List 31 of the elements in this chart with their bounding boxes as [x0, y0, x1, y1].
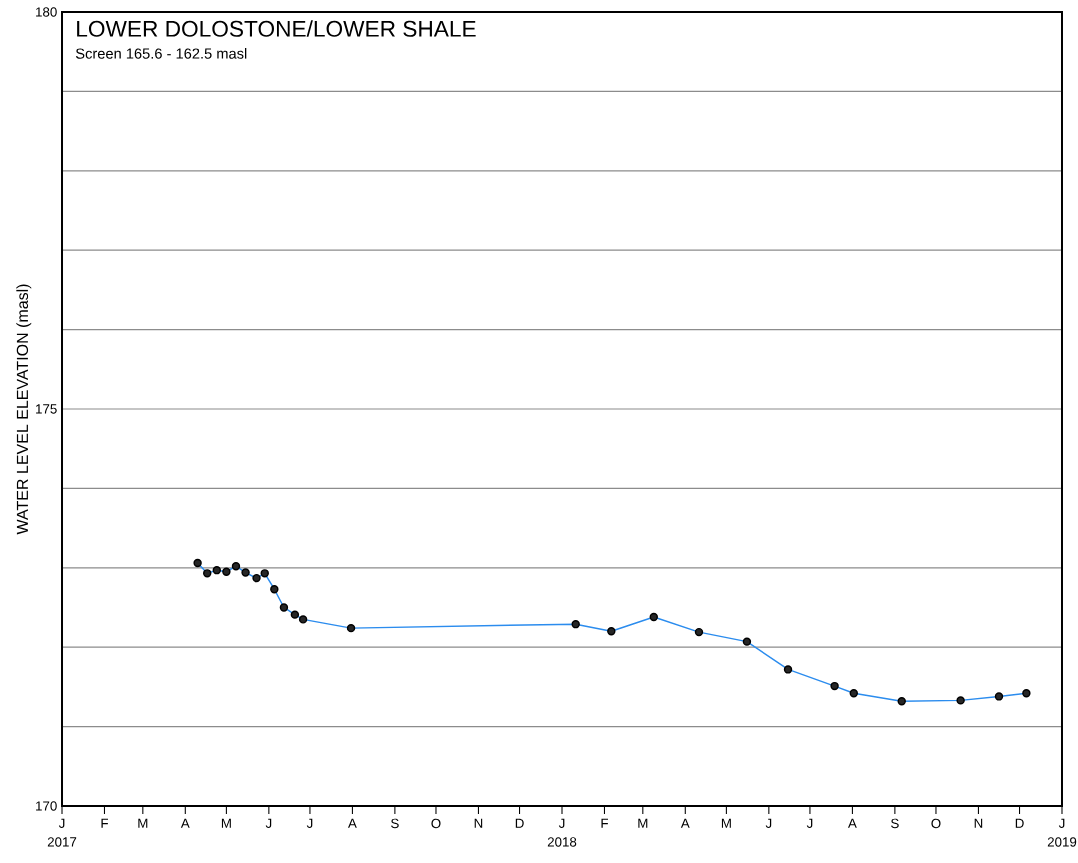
text: Screen 165.6 - 162.5 masl	[75, 47, 247, 59]
x-tick-label: F	[101, 818, 109, 828]
x-tick-label: D	[515, 818, 524, 828]
x-tick-label: A	[347, 818, 357, 828]
x-tick-label: A	[847, 818, 857, 828]
x-tick-label: S	[391, 818, 399, 829]
x-tick-label: F	[601, 818, 609, 828]
x-tick-label: J	[765, 818, 772, 828]
y-axis-title: WATER LEVEL ELEVATION (masl)	[16, 284, 32, 535]
x-tick-label: S	[891, 818, 899, 829]
x-tick-label: A	[180, 818, 190, 828]
y-tick-label: 175	[36, 404, 57, 414]
x-tick-label: M	[638, 818, 648, 828]
x-tick-label: N	[974, 818, 983, 828]
x-tick-label: O	[931, 818, 941, 829]
x-tick-label: M	[221, 818, 231, 828]
x-tick-label: O	[431, 818, 441, 829]
y-tick-label: 170	[36, 801, 57, 811]
chart-title: LOWER DOLOSTONE/LOWER SHALE	[77, 20, 476, 37]
x-tick-label: A	[680, 818, 690, 828]
x-tick-label: J 2018	[547, 818, 577, 847]
x-tick-label: D	[1015, 818, 1024, 828]
x-tick-label: M	[138, 818, 148, 828]
x-tick-label: J	[306, 818, 313, 828]
x-tick-label: J 2019	[1047, 818, 1077, 847]
y-tick-label: 180	[36, 7, 57, 17]
x-tick-label: N	[474, 818, 483, 828]
x-tick-label: J	[265, 818, 272, 828]
x-tick-label: J	[806, 818, 813, 828]
x-tick-label: J 2017	[47, 818, 77, 847]
x-tick-label: M	[721, 818, 731, 828]
